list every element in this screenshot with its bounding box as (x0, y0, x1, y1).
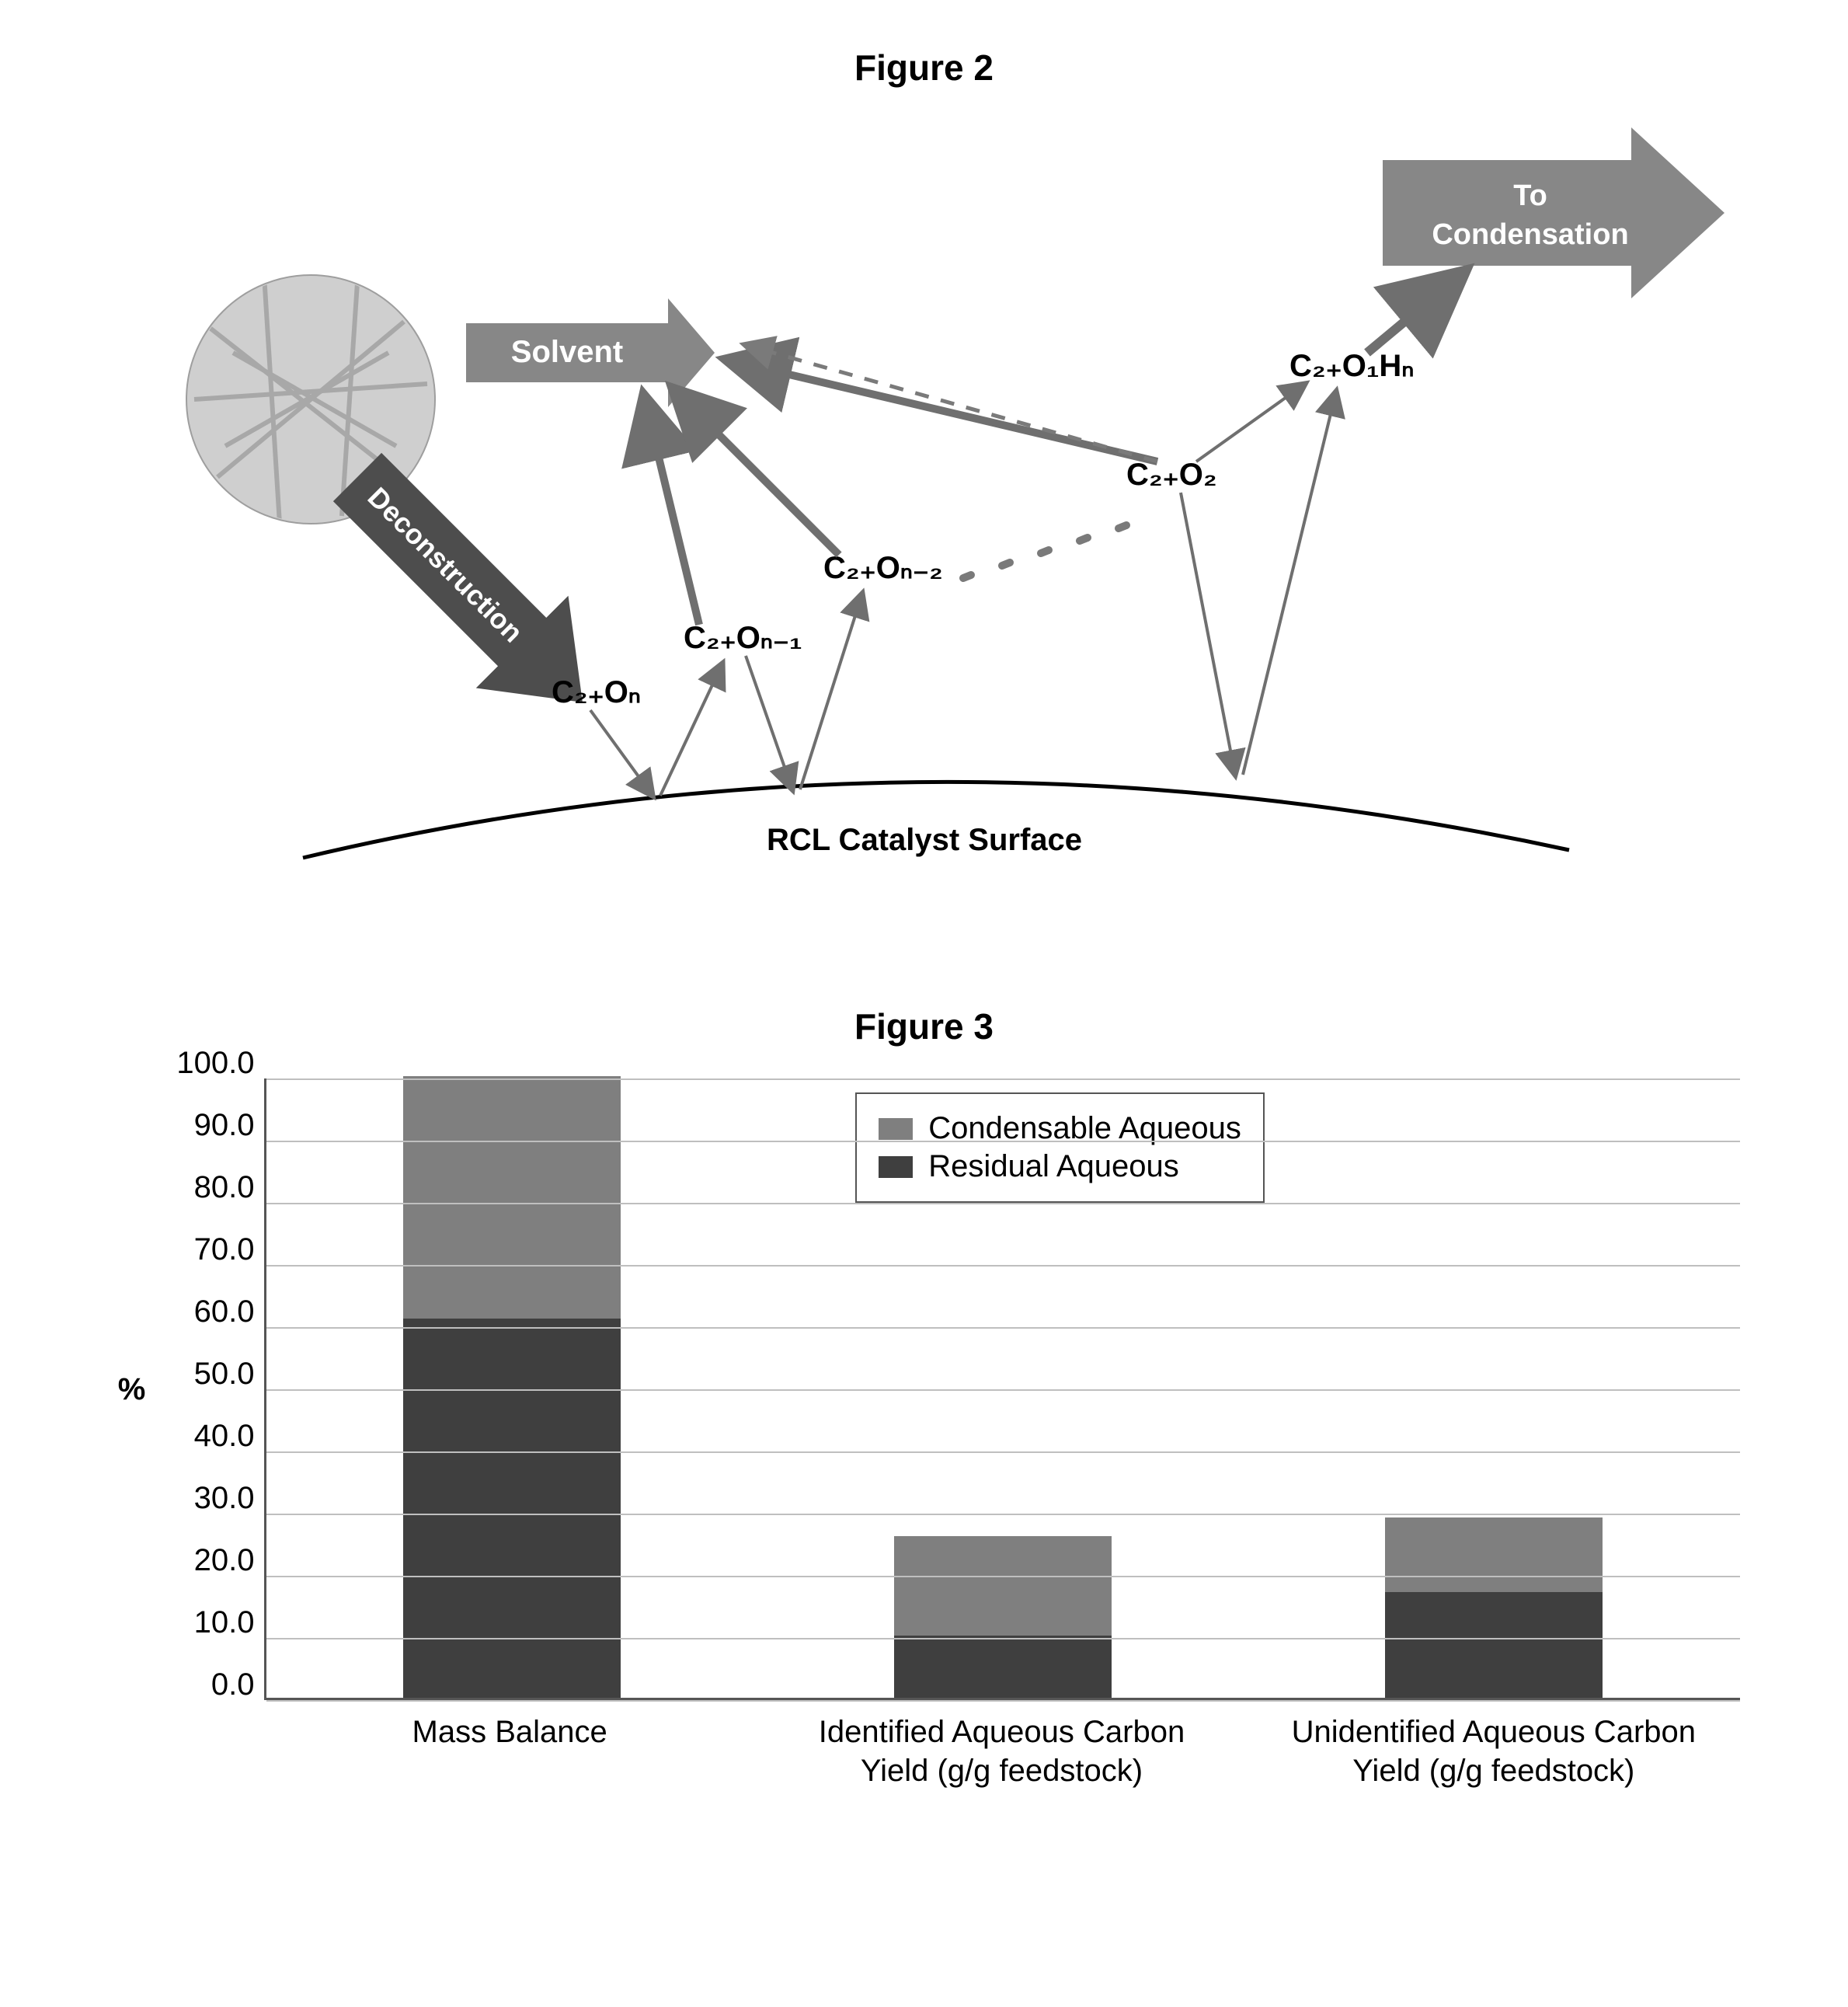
y-axis-label: % (109, 1078, 155, 1700)
solvent-return-arrows (645, 361, 1157, 625)
arrow-n4-n5 (1196, 384, 1305, 462)
grid-line (266, 1451, 1740, 1453)
bar-group (403, 1076, 621, 1698)
grid-line (266, 1514, 1740, 1515)
bar-segment-condensable (1385, 1517, 1603, 1592)
x-axis-label: Identified Aqueous CarbonYield (g/g feed… (756, 1700, 1248, 1790)
figure3-title: Figure 3 (93, 1005, 1755, 1047)
bar-container (266, 1078, 1740, 1698)
node-c2on-2: C₂₊Oₙ₋₂ (823, 551, 943, 585)
figure2-diagram: Deconstruction Solvent To Condensation R… (93, 120, 1755, 912)
plot-area: Condensable Aqueous Residual Aqueous (264, 1078, 1740, 1700)
y-axis-ticks: 100.090.080.070.060.050.040.030.020.010.… (155, 1078, 264, 1700)
node-c2o2: C₂₊O₂ (1126, 458, 1217, 492)
node-c2o1hn: C₂₊O₁Hₙ (1289, 349, 1414, 383)
x-axis-label: Mass Balance (264, 1700, 756, 1790)
catalyst-surface-label: RCL Catalyst Surface (766, 823, 1081, 857)
grid-line (266, 1203, 1740, 1204)
figure2-title: Figure 2 (93, 47, 1755, 89)
grid-line (266, 1078, 1740, 1080)
node-c2on: C₂₊Oₙ (552, 675, 641, 709)
condensation-arrow-line2: Condensation (1432, 218, 1628, 251)
dashed-arrow-n4-solvent (746, 345, 1157, 462)
bar-segment-residual (894, 1636, 1112, 1698)
grid-line (266, 1327, 1740, 1329)
bar-segment-residual (403, 1319, 621, 1698)
x-axis-labels: Mass BalanceIdentified Aqueous CarbonYie… (264, 1700, 1740, 1790)
grid-line (266, 1265, 1740, 1267)
bounce-arrows (590, 392, 1336, 796)
deconstruction-arrow-label: Deconstruction (361, 481, 529, 649)
bar-segment-condensable (894, 1536, 1112, 1636)
grid-line (266, 1389, 1740, 1391)
grid-line (266, 1141, 1740, 1142)
arrow-to-condensation (1367, 275, 1460, 353)
x-axis-label: Unidentified Aqueous CarbonYield (g/g fe… (1248, 1700, 1739, 1790)
bar-segment-residual (1385, 1592, 1603, 1698)
figure3-chart: % 100.090.080.070.060.050.040.030.020.01… (93, 1078, 1755, 1790)
dotted-connector (963, 525, 1126, 578)
bar-segment-condensable (403, 1076, 621, 1319)
figure2-svg: Deconstruction Solvent To Condensation R… (109, 120, 1740, 912)
condensation-arrow-line1: To (1513, 179, 1547, 212)
bar-group (894, 1536, 1112, 1698)
solvent-arrow-label: Solvent (510, 335, 622, 369)
condensation-arrow: To Condensation (1383, 127, 1724, 298)
grid-line (266, 1576, 1740, 1577)
bar-group (1385, 1517, 1603, 1698)
grid-line (266, 1638, 1740, 1639)
node-c2on-1: C₂₊Oₙ₋₁ (684, 621, 802, 655)
grid-line (266, 1700, 1740, 1702)
